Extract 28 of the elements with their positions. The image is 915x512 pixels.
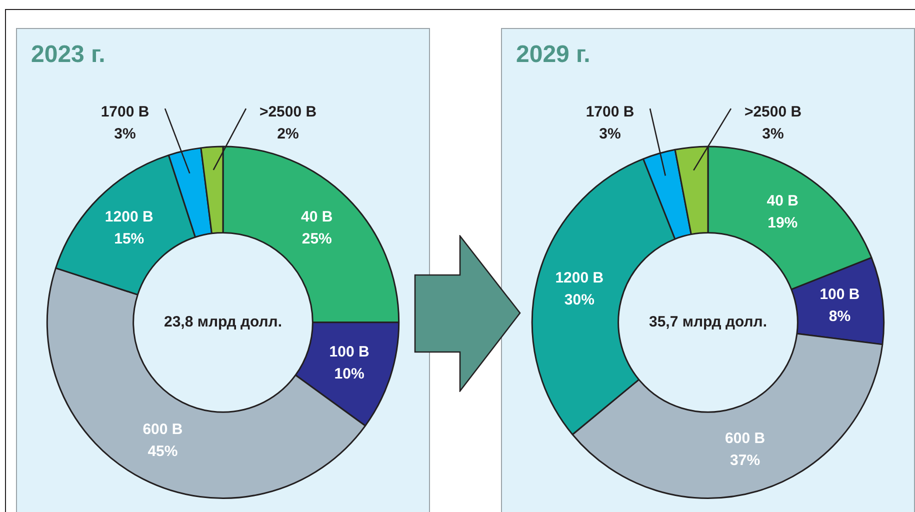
slice-label: 1200 В — [555, 270, 604, 287]
data-label: 30% — [564, 292, 594, 309]
slice-label: >2500 В — [259, 104, 317, 121]
text: 35,7 млрд долл. — [648, 314, 768, 331]
data-label: 25% — [302, 230, 332, 248]
slice-label: 600 В — [725, 430, 766, 448]
chart-title: 2029 г. — [516, 41, 590, 68]
chart-title: 2023 г. — [31, 41, 106, 68]
data-label: 15% — [114, 230, 144, 248]
data-label: 3% — [762, 126, 784, 143]
slice-label: 100 В — [820, 286, 860, 303]
slice-label: 1700 В — [586, 104, 634, 121]
slice-label: 100 В — [329, 344, 370, 361]
slice-label: >2500 В — [744, 104, 802, 121]
slice-label: 600 В — [142, 420, 183, 438]
data-label: 3% — [114, 126, 136, 143]
data-label: 37% — [730, 452, 760, 470]
data-label: 8% — [828, 308, 851, 325]
slice-label: 1700 В — [100, 104, 150, 121]
data-label: 45% — [148, 442, 178, 460]
data-label: 10% — [334, 366, 364, 383]
data-label: 2% — [277, 126, 299, 143]
text: 23,8 млрд долл. — [164, 314, 282, 331]
data-label: 19% — [768, 214, 798, 232]
slice-label: 1200 В — [104, 208, 154, 226]
slice-label: 40 В — [766, 192, 799, 210]
data-label: 3% — [599, 126, 621, 143]
slice-label: 40 В — [301, 208, 333, 226]
